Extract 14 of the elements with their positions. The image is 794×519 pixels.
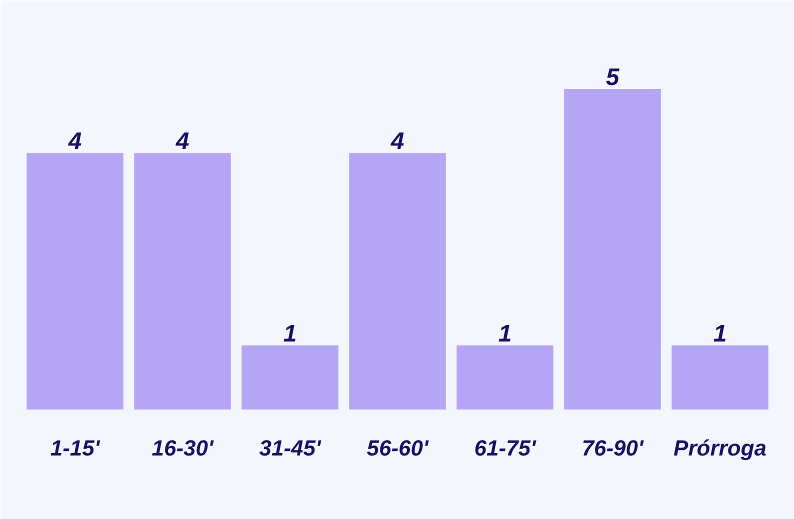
x-tick-label: Prórroga [674,436,766,460]
data-label: 4 [390,128,404,156]
x-tick-label: 1-15' [50,436,100,460]
data-label: 4 [67,128,82,156]
data-label: 1 [498,320,512,348]
data-label: 4 [174,128,190,156]
x-tick-label: 61-75' [474,436,537,460]
x-tick-label: 56-60' [366,436,430,460]
x-tick-label: 31-45' [259,436,322,460]
data-label: 1 [713,320,727,348]
data-label: 5 [606,64,620,91]
data-label: 1 [283,320,297,348]
x-tick-label: 16-30' [152,436,214,460]
x-tick-label: 76-90' [582,436,644,460]
